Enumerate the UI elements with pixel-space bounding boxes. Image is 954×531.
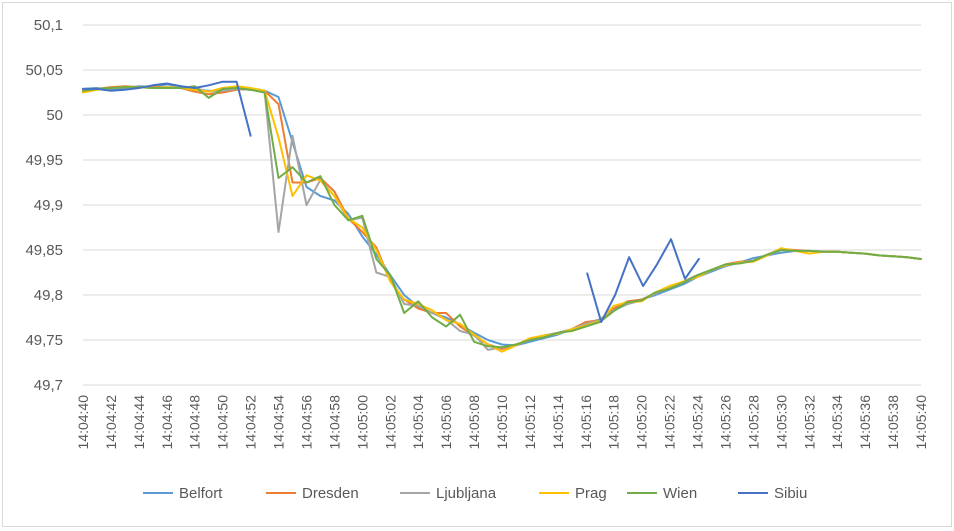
series-line-ljubljana: [82, 86, 922, 351]
x-tick-label: 14:05:28: [745, 395, 761, 450]
y-tick-label: 50,1: [34, 17, 63, 34]
y-axis-tick-labels: 49,7 49,75 49,8 49,85 49,9 49,95 50 50,05 50,1: [25, 17, 63, 394]
x-tick-label: 14:05:38: [885, 395, 901, 450]
x-tick-label: 14:05:14: [550, 395, 566, 450]
x-tick-label: 14:04:50: [215, 395, 231, 450]
y-tick-label: 50: [46, 107, 63, 124]
y-tick-label: 50,05: [25, 62, 63, 79]
y-tick-label: 49,8: [34, 287, 63, 304]
x-tick-label: 14:04:48: [187, 395, 203, 450]
x-tick-label: 14:04:56: [298, 395, 314, 450]
x-tick-label: 14:05:00: [354, 395, 370, 450]
series-line-belfort: [82, 83, 922, 347]
x-tick-label: 14:05:26: [717, 395, 733, 450]
x-tick-label: 14:05:02: [382, 395, 398, 450]
x-tick-label: 14:04:44: [131, 395, 147, 450]
series-line-prag: [82, 85, 922, 353]
x-tick-label: 14:04:42: [103, 395, 119, 450]
x-tick-label: 14:04:52: [243, 395, 259, 450]
y-tick-label: 49,85: [25, 242, 63, 259]
x-axis-tick-labels: 14:04:40 14:04:42 14:04:44 14:04:46 14:04:48…: [75, 395, 929, 450]
legend-label-ljubljana: Ljubljana: [436, 485, 497, 502]
x-tick-label: 14:05:22: [662, 395, 678, 450]
x-tick-label: 14:05:24: [690, 395, 706, 450]
line-chart: 49,7 49,75 49,8 49,85 49,9 49,95 50 50,05 50,1 1…: [25, 17, 929, 502]
series-line-sibiu: [82, 80, 252, 137]
x-tick-label: 14:05:40: [913, 395, 929, 450]
x-tick-label: 14:05:04: [410, 395, 426, 450]
legend-label-wien: Wien: [663, 485, 697, 502]
x-tick-label: 14:05:08: [466, 395, 482, 450]
y-tick-label: 49,9: [34, 197, 63, 214]
x-tick-label: 14:04:40: [75, 395, 91, 450]
y-tick-label: 49,75: [25, 332, 63, 349]
legend-label-belfort: Belfort: [179, 485, 223, 502]
legend-label-prag: Prag: [575, 485, 607, 502]
series-line-sibiu: [586, 238, 700, 323]
legend-label-sibiu: Sibiu: [774, 485, 807, 502]
x-tick-label: 14:05:18: [606, 395, 622, 450]
x-tick-label: 14:05:16: [578, 395, 594, 450]
legend-label-dresden: Dresden: [302, 485, 359, 502]
x-tick-label: 14:05:32: [801, 395, 817, 450]
y-tick-label: 49,7: [34, 377, 63, 394]
legend: Belfort Dresden Ljubljana Prag Wien Sibiu: [143, 485, 807, 502]
x-tick-label: 14:05:20: [634, 395, 650, 450]
x-tick-label: 14:05:36: [857, 395, 873, 450]
series-line-wien: [82, 85, 922, 349]
y-tick-label: 49,95: [25, 152, 63, 169]
x-tick-label: 14:05:06: [438, 395, 454, 450]
x-tick-label: 14:04:58: [326, 395, 342, 450]
x-tick-label: 14:05:12: [522, 395, 538, 450]
gridlines: [83, 24, 921, 386]
x-tick-label: 14:04:54: [271, 395, 287, 450]
x-tick-label: 14:05:34: [829, 395, 845, 450]
series-line-dresden: [82, 85, 922, 350]
x-tick-label: 14:05:10: [494, 395, 510, 450]
x-tick-label: 14:05:30: [773, 395, 789, 450]
x-tick-label: 14:04:46: [159, 395, 175, 450]
series-lines: [82, 80, 922, 353]
